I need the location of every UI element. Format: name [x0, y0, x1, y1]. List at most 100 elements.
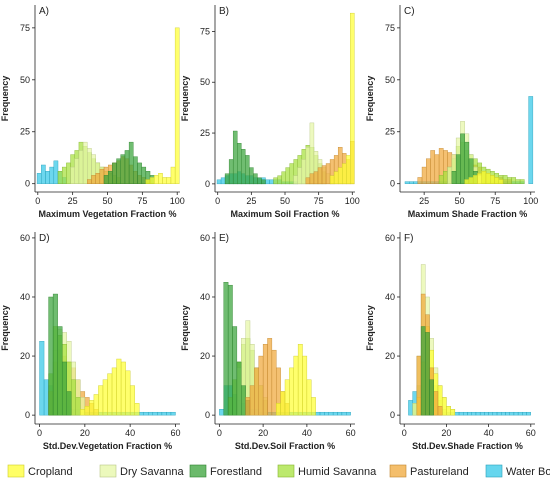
bar — [511, 177, 517, 184]
bar — [49, 166, 55, 184]
panel-d: 0 20 40 60 0 20 40 60 D) Std.Dev.Vegetation Fract… — [0, 232, 180, 451]
x-tick-label: 60 — [346, 428, 356, 438]
x-tick-label: 100 — [170, 196, 185, 206]
bar — [277, 175, 282, 185]
legend-label: Pastureland — [410, 466, 469, 478]
bar — [75, 397, 81, 416]
y-axis-label: Frequency — [0, 305, 10, 351]
bar — [437, 406, 443, 416]
bar — [421, 166, 427, 184]
bar — [472, 175, 478, 184]
y-tick-label: 75 — [385, 23, 395, 33]
legend-label: Cropland — [28, 466, 73, 478]
bar — [143, 411, 149, 416]
bar — [276, 403, 281, 416]
bar — [475, 411, 481, 416]
bar — [302, 355, 308, 416]
bar — [228, 159, 234, 185]
panel-a: 0 25 50 75 0 25 50 75 100 A) Maximum Vegetation Fr… — [0, 5, 185, 219]
bar — [479, 411, 485, 416]
bar — [325, 163, 331, 185]
bar — [297, 167, 303, 185]
bar — [98, 385, 104, 416]
bar — [134, 403, 140, 416]
bar — [450, 409, 456, 416]
bar — [317, 167, 323, 185]
bar — [404, 181, 410, 184]
bar — [284, 379, 290, 416]
panel-label: C) — [404, 6, 415, 17]
x-tick-label: 0 — [217, 428, 222, 438]
bar — [220, 177, 226, 185]
bar — [139, 411, 144, 416]
x-tick-label: 100 — [523, 196, 538, 206]
y-tick-label: 50 — [385, 75, 395, 85]
x-tick-label: 0 — [215, 196, 220, 206]
x-tick-label: 75 — [490, 196, 500, 206]
x-tick-label: 20 — [80, 428, 90, 438]
y-tick-label: 0 — [25, 410, 30, 420]
bar — [166, 411, 172, 416]
bar — [408, 400, 413, 416]
bar — [460, 133, 465, 184]
bar — [57, 171, 63, 184]
bar — [416, 355, 422, 416]
legend-swatch — [485, 464, 503, 478]
bar — [152, 411, 158, 416]
bar — [102, 379, 108, 416]
bar — [87, 179, 92, 184]
bar — [107, 373, 113, 416]
bar — [321, 165, 327, 185]
bar — [43, 379, 49, 416]
bar — [494, 177, 499, 184]
legend-item-water-body: Water Body — [485, 464, 550, 478]
bar — [273, 177, 278, 185]
bar — [253, 173, 258, 185]
bar — [446, 406, 451, 416]
bar — [488, 411, 494, 416]
series-cropland — [464, 171, 504, 184]
x-axis-label: Std.Dev.Soil Fraction % — [235, 441, 335, 451]
y-tick-label: 50 — [20, 75, 30, 85]
x-axis-label: Maximum Vegetation Fraction % — [38, 209, 176, 219]
bar — [232, 130, 238, 185]
y-tick-label: 60 — [200, 233, 210, 243]
bar — [281, 171, 286, 185]
bar — [80, 409, 86, 416]
y-tick-label: 25 — [200, 128, 210, 138]
bar — [162, 177, 167, 184]
y-tick-label: 20 — [20, 351, 30, 361]
bar — [111, 367, 117, 416]
y-tick-label: 0 — [390, 410, 395, 420]
bar — [45, 171, 50, 184]
bar — [145, 179, 151, 184]
x-axis-label: Std.Dev.Shade Fraction % — [412, 441, 523, 451]
bar — [261, 179, 266, 185]
bar — [91, 175, 96, 184]
bar — [501, 411, 506, 416]
bar — [430, 150, 436, 184]
bar — [257, 177, 262, 185]
bar — [464, 141, 470, 184]
bar — [350, 12, 355, 185]
bar — [433, 391, 439, 416]
y-tick-label: 0 — [390, 179, 395, 189]
x-tick-label: 20 — [441, 428, 451, 438]
bar — [41, 164, 46, 184]
bar — [271, 349, 277, 416]
bar — [319, 411, 325, 416]
bar — [305, 177, 311, 185]
x-tick-label: 25 — [246, 196, 256, 206]
bar — [219, 409, 224, 416]
series-forestland — [451, 133, 478, 184]
bar — [170, 166, 176, 184]
bar — [267, 338, 273, 416]
y-tick-label: 25 — [20, 127, 30, 137]
bar — [333, 171, 339, 185]
bar — [87, 148, 92, 184]
bar — [61, 166, 67, 184]
bar — [149, 177, 155, 184]
bar — [157, 411, 163, 416]
y-tick-label: 40 — [20, 292, 30, 302]
x-tick-label: 20 — [258, 428, 268, 438]
